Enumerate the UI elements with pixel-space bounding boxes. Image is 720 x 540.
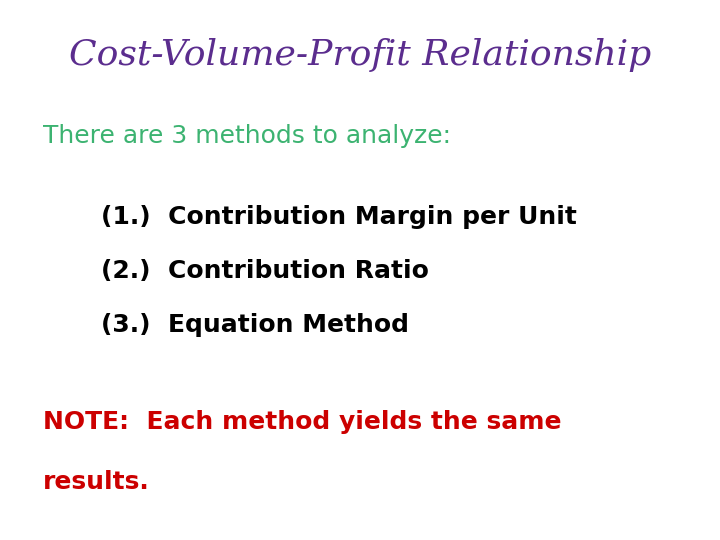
Text: (1.)  Contribution Margin per Unit: (1.) Contribution Margin per Unit bbox=[101, 205, 577, 229]
Text: (2.)  Contribution Ratio: (2.) Contribution Ratio bbox=[101, 259, 428, 283]
Text: results.: results. bbox=[43, 470, 150, 494]
Text: (3.)  Equation Method: (3.) Equation Method bbox=[101, 313, 409, 337]
Text: Cost-Volume-Profit Relationship: Cost-Volume-Profit Relationship bbox=[69, 38, 651, 72]
Text: NOTE:  Each method yields the same: NOTE: Each method yields the same bbox=[43, 410, 562, 434]
Text: There are 3 methods to analyze:: There are 3 methods to analyze: bbox=[43, 124, 451, 148]
